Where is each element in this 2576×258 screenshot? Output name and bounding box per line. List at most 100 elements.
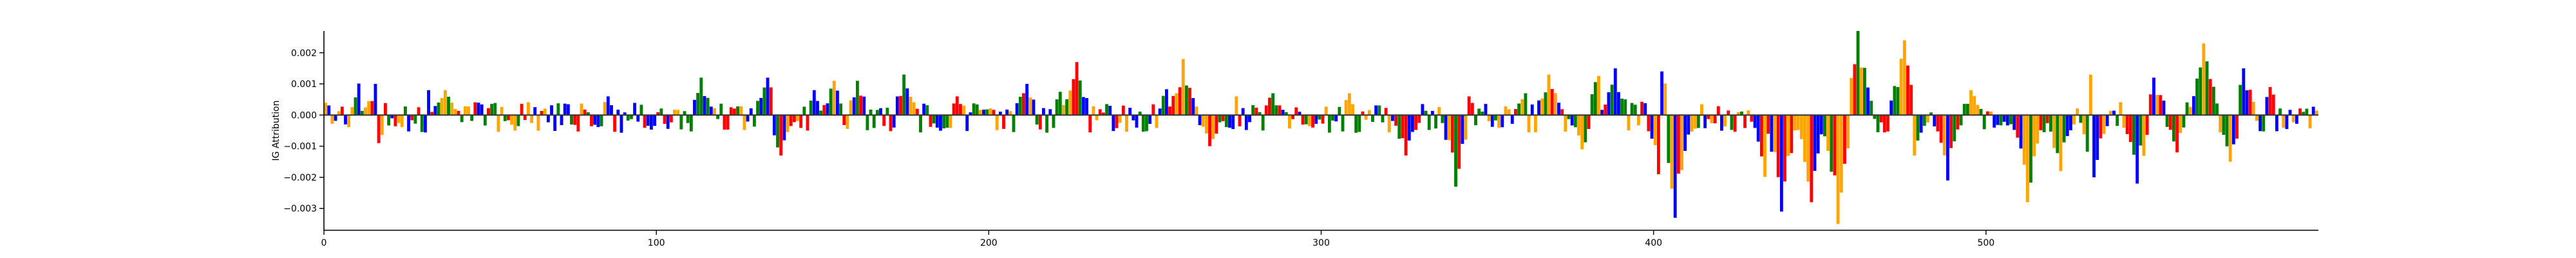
attribution-bar bbox=[1853, 64, 1857, 115]
attribution-bar bbox=[2248, 90, 2252, 115]
attribution-bar bbox=[1627, 115, 1631, 131]
attribution-bar bbox=[516, 115, 520, 126]
attribution-bar bbox=[846, 115, 849, 129]
attribution-bar bbox=[1633, 104, 1637, 115]
attribution-bar bbox=[1461, 115, 1464, 144]
attribution-bar bbox=[1667, 115, 1671, 163]
attribution-bar bbox=[1946, 115, 1949, 181]
attribution-bar bbox=[1231, 115, 1235, 130]
attribution-bar bbox=[1593, 82, 1597, 115]
attribution-bar bbox=[596, 115, 600, 127]
attribution-bar bbox=[1756, 115, 1760, 142]
attribution-bar bbox=[899, 95, 902, 115]
attribution-bar bbox=[2222, 115, 2226, 135]
attribution-bar bbox=[497, 115, 500, 132]
attribution-bar bbox=[1727, 110, 1730, 115]
attribution-bar bbox=[1061, 104, 1065, 115]
attribution-bar bbox=[1338, 106, 1341, 115]
attribution-bar bbox=[1810, 115, 1814, 203]
attribution-bar bbox=[1976, 104, 1980, 115]
attribution-bar bbox=[2199, 67, 2202, 115]
attribution-bar bbox=[1999, 115, 2003, 126]
attribution-bar bbox=[616, 110, 620, 115]
attribution-bar bbox=[1287, 115, 1291, 129]
attribution-bar bbox=[1683, 115, 1687, 151]
attribution-bar bbox=[1766, 115, 1770, 134]
attribution-bar bbox=[786, 115, 790, 132]
attribution-bar bbox=[792, 115, 796, 123]
attribution-bar bbox=[1647, 115, 1651, 132]
attribution-bar bbox=[1055, 99, 1059, 115]
attribution-bar bbox=[925, 105, 929, 115]
attribution-bar bbox=[686, 115, 690, 123]
attribution-bar bbox=[330, 115, 334, 124]
attribution-bar bbox=[743, 115, 746, 130]
attribution-bar bbox=[1819, 115, 1823, 135]
attribution-bar bbox=[1564, 115, 1567, 132]
attribution-bar bbox=[2288, 110, 2292, 115]
attribution-bar bbox=[2219, 115, 2222, 133]
x-tick-label: 0 bbox=[321, 238, 327, 248]
attribution-bar bbox=[1501, 115, 1504, 128]
attribution-bar bbox=[523, 115, 527, 121]
attribution-bar bbox=[407, 115, 410, 132]
attribution-bar bbox=[1421, 104, 1425, 115]
attribution-bar bbox=[566, 104, 570, 115]
attribution-bar bbox=[2259, 115, 2262, 132]
attribution-bar bbox=[2255, 115, 2259, 121]
attribution-bar bbox=[676, 110, 680, 115]
attribution-bar bbox=[972, 103, 976, 115]
attribution-bar bbox=[905, 88, 909, 115]
attribution-bar bbox=[1953, 115, 1956, 142]
attribution-bar bbox=[895, 96, 899, 115]
attribution-bar bbox=[799, 115, 803, 128]
attribution-bar bbox=[1274, 105, 1278, 115]
attribution-bar bbox=[1128, 108, 1132, 115]
attribution-bar bbox=[1095, 115, 1099, 121]
attribution-bar bbox=[1909, 84, 1913, 115]
attribution-bar bbox=[603, 102, 607, 115]
attribution-bar bbox=[643, 115, 647, 128]
attribution-bar bbox=[540, 110, 544, 115]
attribution-bar bbox=[1763, 115, 1766, 177]
attribution-bar bbox=[683, 111, 687, 115]
attribution-bar bbox=[1078, 80, 1082, 115]
attribution-bar bbox=[487, 108, 490, 115]
attribution-bar bbox=[1919, 115, 1923, 133]
attribution-bar bbox=[430, 112, 434, 115]
attribution-bar bbox=[789, 115, 793, 126]
attribution-bar bbox=[2022, 115, 2026, 165]
attribution-bar bbox=[1264, 105, 1268, 115]
attribution-bar bbox=[2072, 115, 2076, 124]
attribution-bar bbox=[1553, 93, 1557, 115]
attribution-bar bbox=[2185, 102, 2189, 115]
y-tick-label: 0.000 bbox=[291, 110, 317, 121]
attribution-bar bbox=[1351, 104, 1354, 115]
attribution-bar bbox=[1278, 105, 1282, 115]
attribution-bar bbox=[1783, 115, 1786, 182]
attribution-bar bbox=[869, 109, 873, 115]
attribution-bar bbox=[2105, 115, 2109, 126]
attribution-bar bbox=[822, 104, 826, 115]
attribution-bar bbox=[1284, 112, 1288, 115]
attribution-bar bbox=[443, 90, 447, 115]
attribution-bar bbox=[1022, 93, 1025, 115]
attribution-bar bbox=[1371, 115, 1374, 122]
attribution-bar bbox=[978, 110, 982, 115]
attribution-bar bbox=[1201, 115, 1205, 127]
attribution-bar bbox=[1327, 115, 1331, 133]
attribution-bar bbox=[1965, 103, 1969, 115]
attribution-bar bbox=[463, 106, 467, 115]
attribution-bar bbox=[1730, 115, 1734, 130]
attribution-bar bbox=[1241, 108, 1245, 115]
attribution-bar bbox=[2056, 115, 2060, 154]
attribution-bar bbox=[882, 115, 886, 126]
attribution-bar bbox=[1933, 115, 1937, 126]
attribution-bar bbox=[1942, 115, 1946, 155]
attribution-bar bbox=[842, 115, 846, 125]
attribution-bar bbox=[2085, 115, 2089, 152]
attribution-bar bbox=[756, 101, 759, 115]
attribution-bar bbox=[1776, 115, 1780, 177]
attribution-bar bbox=[2052, 115, 2056, 148]
